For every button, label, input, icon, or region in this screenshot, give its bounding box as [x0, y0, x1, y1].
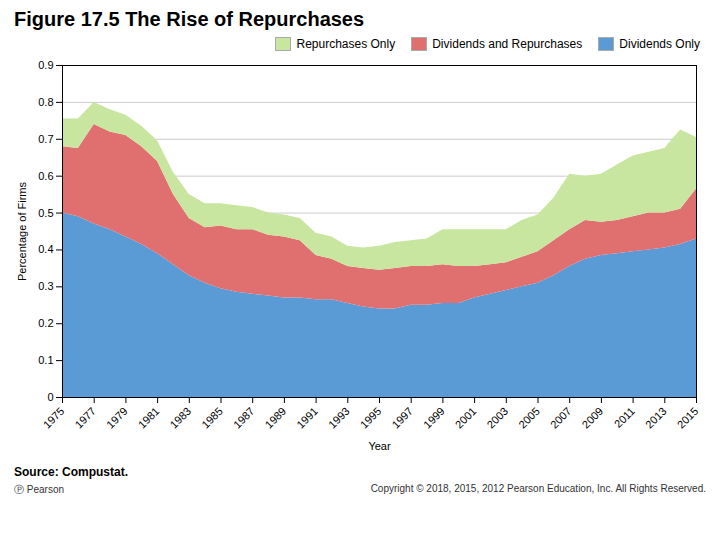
- html-text:Copyright © 2018, 2015, 2012 P: Copyright © 2018, 2015, 2012 Pearson Edu…: [370, 483, 706, 494]
- svg-text:1985: 1985: [199, 405, 225, 431]
- svg-text:0.3: 0.3: [38, 280, 53, 292]
- svg-text:1999: 1999: [421, 405, 447, 431]
- svg-text:1975: 1975: [41, 405, 67, 431]
- svg-text:1987: 1987: [231, 405, 257, 431]
- svg-text:2015: 2015: [675, 405, 701, 431]
- html-text:Source: Compustat.: Source: Compustat.: [14, 465, 128, 479]
- svg-text:1977: 1977: [72, 405, 98, 431]
- svg-text:0.5: 0.5: [38, 207, 53, 219]
- svg-text:1981: 1981: [136, 405, 162, 431]
- html-text:Ⓟ Pearson: Ⓟ Pearson: [14, 484, 64, 495]
- svg-text:1993: 1993: [326, 405, 352, 431]
- svg-text:2005: 2005: [516, 405, 542, 431]
- svg-text:0.4: 0.4: [38, 243, 53, 255]
- svg-text:Percentage of Firms: Percentage of Firms: [16, 181, 28, 281]
- svg-text:2013: 2013: [643, 405, 669, 431]
- svg-text:0: 0: [47, 391, 53, 403]
- svg-text:0.9: 0.9: [38, 59, 53, 71]
- svg-text:0.1: 0.1: [38, 354, 53, 366]
- svg-text:2011: 2011: [612, 405, 637, 430]
- svg-text:1989: 1989: [263, 405, 289, 431]
- svg-text:2003: 2003: [484, 405, 510, 431]
- svg-text:2009: 2009: [580, 405, 606, 431]
- svg-text:2007: 2007: [548, 405, 574, 431]
- html-text:Dividends and Repurchases: Dividends and Repurchases: [432, 37, 583, 51]
- svg-text:1995: 1995: [358, 405, 384, 431]
- svg-text:Year: Year: [368, 440, 391, 452]
- svg-text:0.6: 0.6: [38, 170, 53, 182]
- svg-text:0.8: 0.8: [38, 96, 53, 108]
- svg-text:1997: 1997: [389, 405, 415, 431]
- html-text:Repurchases Only: Repurchases Only: [296, 37, 396, 51]
- html-text:Figure 17.5 The Rise of Repurc: Figure 17.5 The Rise of Repurchases: [14, 8, 365, 30]
- svg-text:1991: 1991: [294, 405, 320, 431]
- svg-text:1983: 1983: [167, 405, 193, 431]
- svg-text:1979: 1979: [104, 405, 130, 431]
- svg-text:0.7: 0.7: [38, 133, 53, 145]
- html-text:Dividends Only: Dividends Only: [619, 37, 700, 51]
- svg-text:2001: 2001: [453, 405, 479, 431]
- svg-text:0.2: 0.2: [38, 317, 53, 329]
